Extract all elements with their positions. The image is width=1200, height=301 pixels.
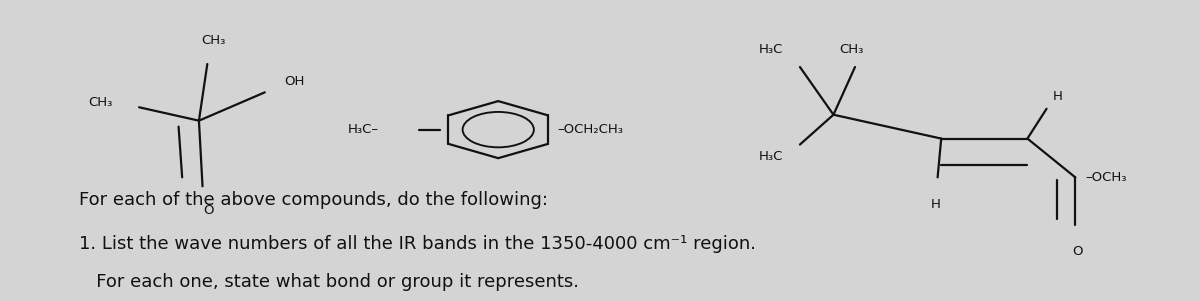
Text: H₃C: H₃C bbox=[758, 43, 784, 56]
Text: CH₃: CH₃ bbox=[89, 96, 113, 109]
Text: For each one, state what bond or group it represents.: For each one, state what bond or group i… bbox=[79, 273, 580, 291]
Text: –OCH₂CH₃: –OCH₂CH₃ bbox=[557, 123, 623, 136]
Text: O: O bbox=[203, 204, 214, 217]
Text: For each of the above compounds, do the following:: For each of the above compounds, do the … bbox=[79, 191, 548, 209]
Text: –OCH₃: –OCH₃ bbox=[1085, 171, 1127, 184]
Text: H₃C: H₃C bbox=[758, 150, 784, 163]
Text: H: H bbox=[1052, 90, 1062, 103]
Text: 1. List the wave numbers of all the IR bands in the 1350-4000 cm⁻¹ region.: 1. List the wave numbers of all the IR b… bbox=[79, 235, 756, 253]
Text: CH₃: CH₃ bbox=[202, 34, 226, 47]
Text: CH₃: CH₃ bbox=[840, 43, 864, 56]
Text: H: H bbox=[930, 198, 940, 211]
Text: OH: OH bbox=[284, 76, 305, 88]
Text: H₃C–: H₃C– bbox=[348, 123, 378, 136]
Text: O: O bbox=[1073, 245, 1082, 258]
